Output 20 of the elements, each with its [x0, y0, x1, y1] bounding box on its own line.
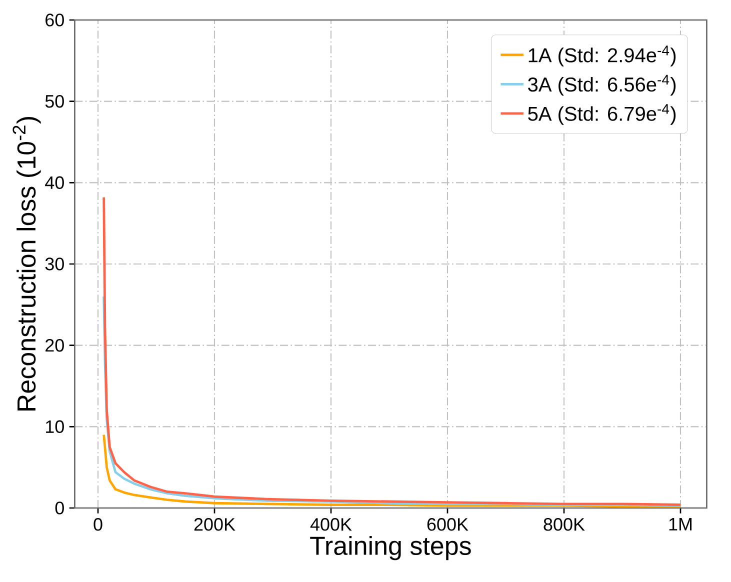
x-tick-label: 0: [94, 518, 102, 531]
y-tick-label: 40: [45, 176, 64, 190]
y-tick-label: 10: [46, 420, 64, 434]
y-axis-title: Reconstruction loss (10$^{-2}$): [12, 117, 41, 410]
legend-label: 1A (Std: 2.94e$^{-4}$): [528, 46, 676, 66]
legend-label: 5A (Std: 6.79e$^{-4}$): [528, 104, 676, 125]
y-tick-label: 20: [46, 338, 64, 352]
legend-label: 3A (Std: 6.56e$^{-4}$): [528, 74, 676, 96]
y-tick-label: 50: [45, 94, 64, 108]
x-axis-title: Training steps: [310, 536, 471, 560]
x-tick-label: 400K: [310, 518, 352, 531]
y-tick-label: 0: [55, 502, 64, 514]
y-tick-label: 30: [45, 258, 64, 270]
x-tick-label: 800K: [544, 518, 585, 531]
y-tick-label: 60: [46, 14, 64, 26]
x-tick-label: 600K: [427, 518, 468, 531]
x-tick-label: 1M: [669, 518, 692, 530]
x-tick-label: 200K: [194, 518, 236, 531]
line-series: [102, 295, 682, 507]
line-series: [102, 196, 682, 506]
